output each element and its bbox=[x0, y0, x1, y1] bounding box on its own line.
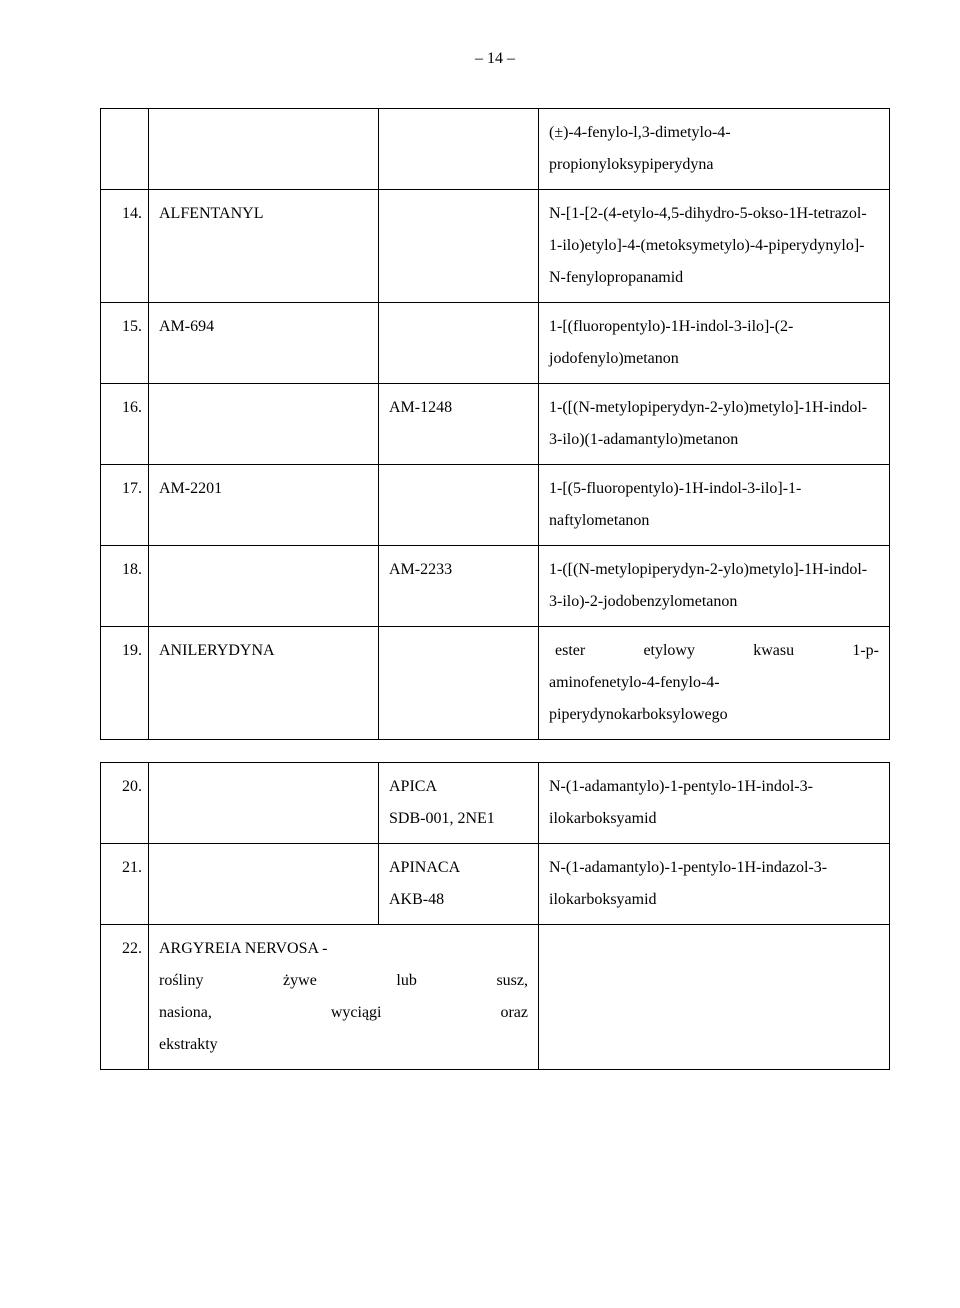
cell-num: 15. bbox=[101, 303, 149, 384]
cell-num: 17. bbox=[101, 465, 149, 546]
word: lub bbox=[396, 972, 416, 989]
table-row: (±)-4-fenylo-l,3-dimetylo-4-propionyloks… bbox=[101, 109, 890, 190]
cell-desc: ester etylowy kwasu 1-p- aminofenetylo-4… bbox=[539, 627, 890, 740]
code-line: SDB-001, 2NE1 bbox=[389, 803, 528, 835]
table-row: 18. AM-2233 1-([(N-metylopiperydyn-2-ylo… bbox=[101, 546, 890, 627]
name-line-3: nasiona, wyciągi oraz bbox=[159, 997, 528, 1029]
word: wyciągi bbox=[331, 1004, 382, 1021]
word: 1-p- bbox=[852, 642, 879, 659]
desc-line-1: ester etylowy kwasu 1-p- bbox=[549, 635, 879, 667]
cell-desc: 1-[(5-fluoropentylo)-1H-indol-3-ilo]-1-n… bbox=[539, 465, 890, 546]
table-row: 15. AM-694 1-[(fluoropentylo)-1H-indol-3… bbox=[101, 303, 890, 384]
cell-code bbox=[379, 109, 539, 190]
cell-name bbox=[149, 546, 379, 627]
cell-desc: N-(1-adamantylo)-1-pentylo-1H-indazol-3-… bbox=[539, 844, 890, 925]
chem-table-1: (±)-4-fenylo-l,3-dimetylo-4-propionyloks… bbox=[100, 108, 890, 740]
code-line: APINACA bbox=[389, 852, 528, 884]
cell-name bbox=[149, 384, 379, 465]
cell-desc: N-[1-[2-(4-etylo-4,5-dihydro-5-okso-1H-t… bbox=[539, 190, 890, 303]
cell-name bbox=[149, 844, 379, 925]
cell-desc: 1-[(fluoropentylo)-1H-indol-3-ilo]-(2-jo… bbox=[539, 303, 890, 384]
word: nasiona, bbox=[159, 1004, 212, 1021]
cell-num: 20. bbox=[101, 763, 149, 844]
table-row: 21. APINACA AKB-48 N-(1-adamantylo)-1-pe… bbox=[101, 844, 890, 925]
word: kwasu bbox=[753, 642, 794, 659]
cell-desc: N-(1-adamantylo)-1-pentylo-1H-indol-3-il… bbox=[539, 763, 890, 844]
cell-desc bbox=[539, 925, 890, 1070]
cell-name-span: ARGYREIA NERVOSA - rośliny żywe lub susz… bbox=[149, 925, 539, 1070]
word: rośliny bbox=[159, 972, 203, 989]
cell-num: 21. bbox=[101, 844, 149, 925]
cell-desc: 1-([(N-metylopiperydyn-2-ylo)metylo]-1H-… bbox=[539, 546, 890, 627]
code-line: APICA bbox=[389, 771, 528, 803]
table-row: 14. ALFENTANYL N-[1-[2-(4-etylo-4,5-dihy… bbox=[101, 190, 890, 303]
page: – 14 – (±)-4-fenylo-l,3-dimetylo-4-propi… bbox=[0, 0, 960, 1130]
word: susz, bbox=[496, 972, 528, 989]
cell-num: 16. bbox=[101, 384, 149, 465]
chem-table-2: 20. APICA SDB-001, 2NE1 N-(1-adamantylo)… bbox=[100, 762, 890, 1070]
cell-code: AM-2233 bbox=[379, 546, 539, 627]
cell-num bbox=[101, 109, 149, 190]
cell-code bbox=[379, 190, 539, 303]
cell-desc: (±)-4-fenylo-l,3-dimetylo-4-propionyloks… bbox=[539, 109, 890, 190]
table-row: 19. ANILERYDYNA ester etylowy kwasu 1-p-… bbox=[101, 627, 890, 740]
table-row: 22. ARGYREIA NERVOSA - rośliny żywe lub … bbox=[101, 925, 890, 1070]
table-gap bbox=[100, 740, 890, 762]
table-row: 17. AM-2201 1-[(5-fluoropentylo)-1H-indo… bbox=[101, 465, 890, 546]
table-row: 16. AM-1248 1-([(N-metylopiperydyn-2-ylo… bbox=[101, 384, 890, 465]
cell-code: APICA SDB-001, 2NE1 bbox=[379, 763, 539, 844]
word: ester bbox=[555, 642, 585, 659]
cell-num: 14. bbox=[101, 190, 149, 303]
word: etylowy bbox=[643, 642, 695, 659]
name-line-2: rośliny żywe lub susz, bbox=[159, 965, 528, 997]
cell-code: AM-1248 bbox=[379, 384, 539, 465]
cell-name: AM-2201 bbox=[149, 465, 379, 546]
cell-code bbox=[379, 465, 539, 546]
cell-code bbox=[379, 303, 539, 384]
cell-name bbox=[149, 109, 379, 190]
cell-num: 19. bbox=[101, 627, 149, 740]
table-row: 20. APICA SDB-001, 2NE1 N-(1-adamantylo)… bbox=[101, 763, 890, 844]
name-line-4: ekstrakty bbox=[159, 1029, 528, 1061]
word: oraz bbox=[500, 1004, 528, 1021]
cell-desc: 1-([(N-metylopiperydyn-2-ylo)metylo]-1H-… bbox=[539, 384, 890, 465]
desc-rest: aminofenetylo-4-fenylo-4-piperydynokarbo… bbox=[549, 667, 879, 731]
cell-num: 22. bbox=[101, 925, 149, 1070]
name-line-1: ARGYREIA NERVOSA - bbox=[159, 933, 528, 965]
word: żywe bbox=[283, 972, 317, 989]
cell-name: AM-694 bbox=[149, 303, 379, 384]
code-line: AKB-48 bbox=[389, 884, 528, 916]
cell-name: ANILERYDYNA bbox=[149, 627, 379, 740]
page-number: – 14 – bbox=[100, 50, 890, 68]
cell-code bbox=[379, 627, 539, 740]
cell-name: ALFENTANYL bbox=[149, 190, 379, 303]
cell-code: APINACA AKB-48 bbox=[379, 844, 539, 925]
cell-name bbox=[149, 763, 379, 844]
cell-num: 18. bbox=[101, 546, 149, 627]
